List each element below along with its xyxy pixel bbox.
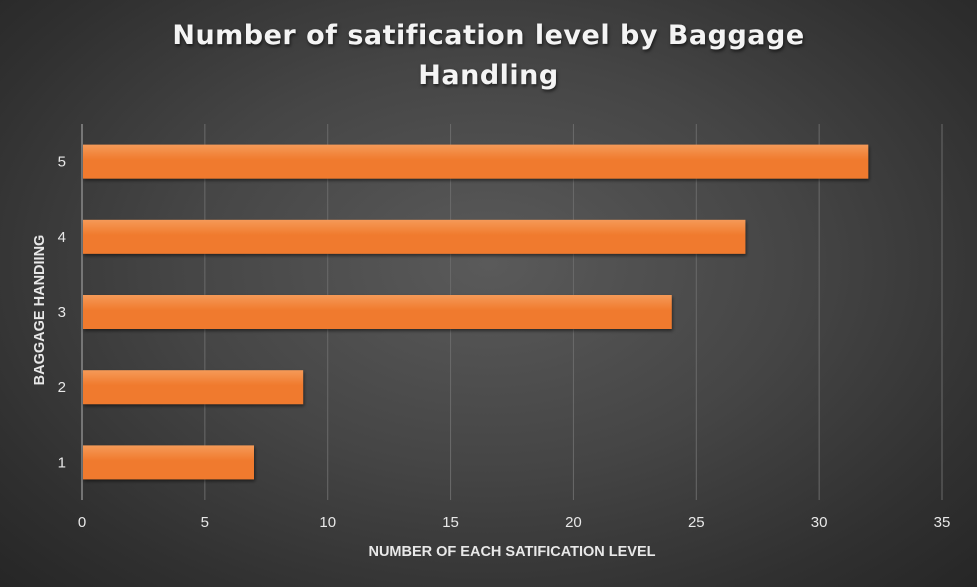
x-tick-label: 10 — [319, 514, 336, 531]
x-tick-labels: 0 5 10 15 20 25 30 35 — [78, 514, 951, 531]
y-tick-label: 4 — [58, 229, 66, 246]
y-tick-label: 3 — [58, 304, 66, 321]
y-tick-label: 5 — [58, 154, 66, 171]
bar-5 — [83, 144, 869, 179]
chart-title: Number of satification level by Baggage … — [0, 16, 977, 96]
gridlines — [81, 124, 943, 500]
y-tick-label: 1 — [58, 454, 66, 471]
x-tick-label: 20 — [565, 514, 582, 531]
bar-4 — [83, 219, 746, 254]
bar-1 — [83, 445, 254, 480]
x-tick-label: 30 — [811, 514, 828, 531]
y-tick-label: 2 — [58, 379, 66, 396]
x-tick-label: 35 — [934, 514, 951, 531]
x-tick-label: 0 — [78, 514, 86, 531]
y-axis-label: BAGGAGE HANDIING — [32, 235, 48, 386]
bar-2 — [83, 370, 304, 405]
chart-title-line-1: Number of satification level by Baggage — [172, 20, 805, 51]
x-tick-label: 25 — [688, 514, 705, 531]
y-tick-labels: 1 2 3 4 5 — [58, 154, 66, 472]
bars — [83, 144, 869, 480]
x-tick-label: 15 — [442, 514, 459, 531]
chart-title-line-2: Handling — [418, 60, 559, 91]
x-tick-label: 5 — [201, 514, 209, 531]
bar-3 — [83, 295, 672, 329]
x-axis-label: NUMBER OF EACH SATIFICATION LEVEL — [368, 544, 655, 560]
